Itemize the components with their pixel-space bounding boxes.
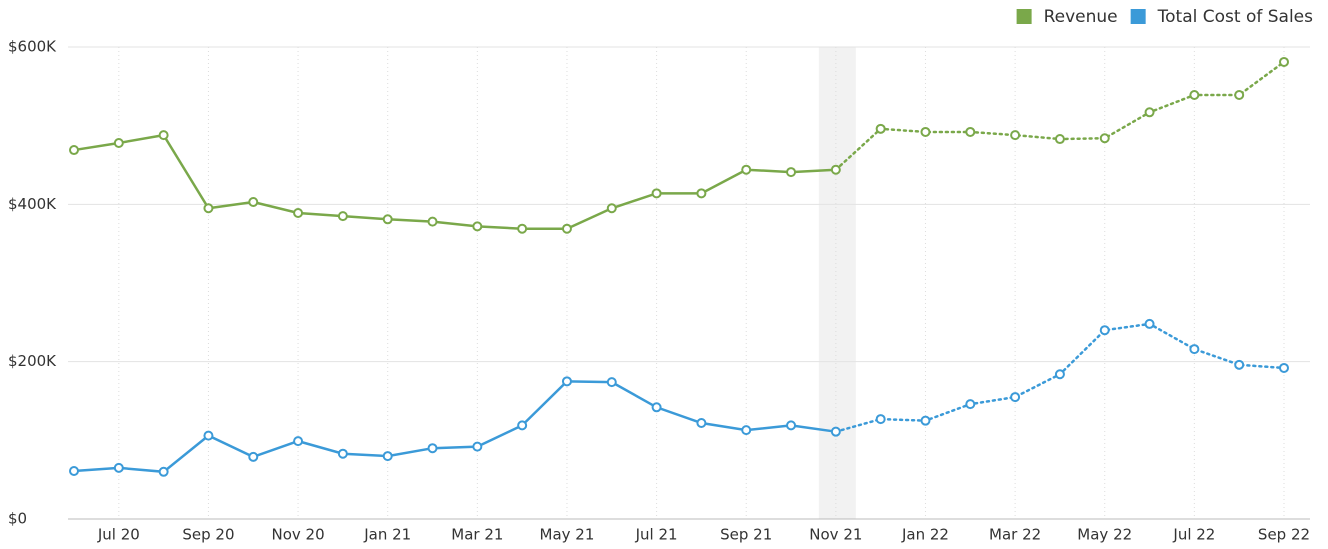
point — [1144, 318, 1155, 329]
x-tick-label: Jul 20 — [97, 526, 140, 544]
legend-label: Total Cost of Sales — [1157, 7, 1313, 27]
point — [382, 214, 393, 225]
x-tick-label: Jul 21 — [635, 526, 678, 544]
legend-label: Revenue — [1044, 7, 1118, 27]
point — [1189, 89, 1200, 100]
point — [517, 420, 528, 431]
legend-swatch — [1016, 9, 1032, 24]
y-tick-label: $200K — [8, 352, 57, 370]
point — [1279, 362, 1289, 373]
x-tick-label: Mar 21 — [451, 526, 503, 544]
point — [875, 414, 886, 425]
point — [741, 164, 752, 175]
point — [69, 466, 79, 477]
x-tick-label: Sep 21 — [720, 526, 772, 544]
x-tick-label: Jan 22 — [901, 526, 949, 544]
point — [427, 443, 438, 454]
x-tick-label: Nov 21 — [809, 526, 862, 544]
point — [293, 207, 304, 218]
point — [875, 123, 886, 134]
x-tick-label: Jan 21 — [363, 526, 411, 544]
point — [741, 425, 752, 436]
point — [1144, 107, 1155, 118]
point — [1054, 134, 1065, 145]
point — [965, 126, 976, 137]
point — [606, 377, 617, 388]
point — [472, 441, 483, 452]
point — [158, 466, 169, 477]
point — [427, 216, 438, 227]
point — [920, 126, 931, 137]
point — [203, 203, 214, 214]
point — [1234, 89, 1245, 100]
point — [965, 399, 976, 410]
point — [1279, 56, 1289, 67]
y-tick-label: $600K — [8, 38, 57, 56]
point — [382, 451, 393, 462]
point — [1234, 359, 1245, 370]
highlight-band — [818, 47, 856, 519]
point — [293, 436, 304, 447]
point — [1189, 344, 1200, 355]
point — [158, 130, 169, 141]
point — [1099, 325, 1110, 336]
point — [113, 462, 124, 473]
series-line — [72, 133, 838, 230]
forecast-line — [834, 60, 1286, 171]
point — [830, 164, 841, 175]
x-tick-label: Mar 22 — [989, 526, 1041, 544]
point — [830, 426, 841, 437]
point — [651, 402, 662, 413]
x-tick-label: Sep 20 — [182, 526, 234, 544]
x-tick-label: May 22 — [1077, 526, 1132, 544]
point — [696, 418, 707, 429]
point — [203, 430, 214, 441]
x-tick-label: Jul 22 — [1172, 526, 1215, 544]
point — [69, 145, 79, 156]
point — [696, 188, 707, 199]
point — [248, 451, 259, 462]
point — [337, 211, 348, 222]
point — [606, 203, 617, 214]
legend-swatch — [1130, 9, 1146, 24]
point — [1054, 369, 1065, 380]
point — [786, 167, 797, 178]
x-tick-label: Nov 20 — [272, 526, 325, 544]
point — [561, 376, 572, 387]
point — [248, 196, 259, 207]
point — [1099, 133, 1110, 144]
point — [651, 188, 662, 199]
point — [113, 137, 124, 148]
point — [1010, 130, 1021, 141]
x-tick-label: May 21 — [540, 526, 595, 544]
point — [517, 223, 528, 234]
point — [337, 448, 348, 459]
point — [1010, 392, 1021, 403]
y-tick-label: $400K — [8, 195, 57, 213]
point — [472, 221, 483, 232]
point — [561, 223, 572, 234]
x-tick-label: Sep 22 — [1258, 526, 1310, 544]
y-tick-label: $0 — [8, 510, 27, 528]
series-line — [72, 380, 838, 474]
point — [920, 415, 931, 426]
point — [786, 420, 797, 431]
